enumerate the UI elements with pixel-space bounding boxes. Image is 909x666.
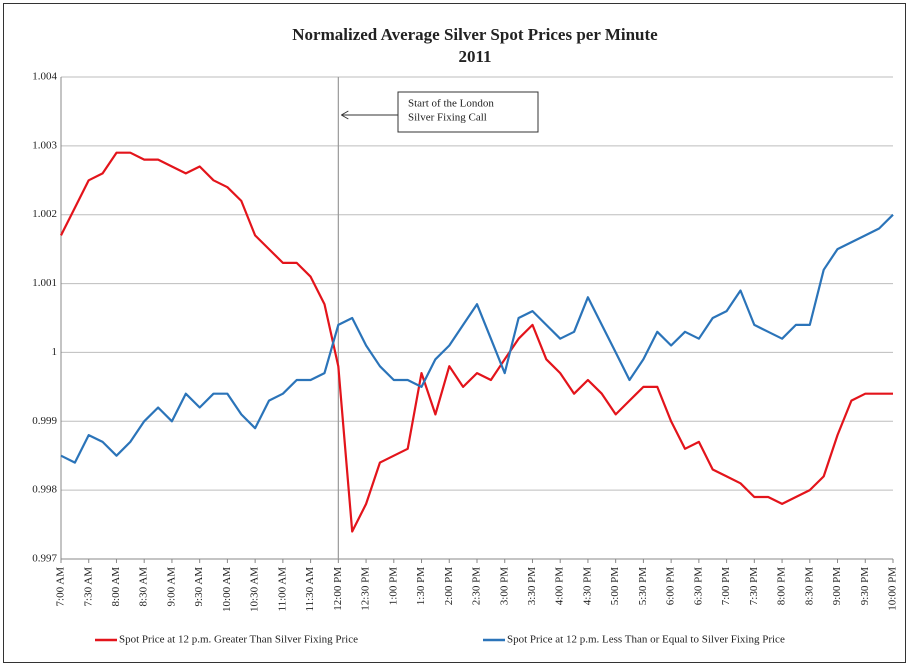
x-tick-label: 5:30 PM xyxy=(637,567,649,605)
x-tick-label: 12:30 PM xyxy=(360,567,372,611)
annotation-text: Start of the London xyxy=(408,98,494,110)
x-tick-label: 11:00 AM xyxy=(276,567,288,612)
x-tick-label: 11:30 AM xyxy=(304,567,316,612)
chart-title: Normalized Average Silver Spot Prices pe… xyxy=(292,25,658,44)
annotation-box xyxy=(397,91,539,133)
x-tick-label: 9:30 AM xyxy=(193,567,205,607)
x-tick-label: 12:00 PM xyxy=(332,567,344,611)
x-tick-label: 1:00 PM xyxy=(387,567,399,605)
y-tick-label: 0.998 xyxy=(32,484,57,496)
x-tick-label: 2:30 PM xyxy=(471,567,483,605)
legend-label: Spot Price at 12 p.m. Less Than or Equal… xyxy=(507,634,785,646)
x-tick-label: 8:00 AM xyxy=(110,567,122,607)
x-tick-label: 5:00 PM xyxy=(609,567,621,605)
x-tick-label: 10:00 AM xyxy=(221,567,233,612)
chart-subtitle: 2011 xyxy=(458,47,491,66)
legend-label: Spot Price at 12 p.m. Greater Than Silve… xyxy=(119,634,358,646)
y-tick-label: 1.002 xyxy=(32,208,57,220)
x-tick-label: 2:00 PM xyxy=(443,567,455,605)
annotation-arrowhead xyxy=(341,110,349,120)
x-tick-label: 7:30 AM xyxy=(82,567,94,607)
x-tick-label: 7:30 PM xyxy=(748,567,760,605)
x-tick-label: 7:00 AM xyxy=(55,567,67,607)
y-tick-label: 0.997 xyxy=(32,553,57,565)
x-tick-label: 4:30 PM xyxy=(581,567,593,605)
series-line xyxy=(60,151,893,533)
y-tick-label: 1.004 xyxy=(32,71,57,83)
x-tick-label: 10:30 AM xyxy=(249,567,261,612)
x-tick-label: 8:30 PM xyxy=(803,567,815,605)
series-line xyxy=(60,213,894,464)
x-tick-label: 3:30 PM xyxy=(526,567,538,605)
x-tick-label: 3:00 PM xyxy=(498,567,510,605)
x-tick-label: 1:30 PM xyxy=(415,567,427,605)
x-tick-label: 4:00 PM xyxy=(554,567,566,605)
x-tick-label: 6:30 PM xyxy=(692,567,704,605)
x-tick-label: 9:30 PM xyxy=(859,567,871,605)
x-tick-label: 6:00 PM xyxy=(665,567,677,605)
y-tick-label: 1.003 xyxy=(32,139,57,151)
x-tick-label: 7:00 PM xyxy=(720,567,732,605)
y-tick-label: 1.001 xyxy=(32,277,57,289)
x-tick-label: 8:30 AM xyxy=(138,567,150,607)
x-tick-label: 8:00 PM xyxy=(776,567,788,605)
x-tick-label: 10:00 PM xyxy=(887,567,899,611)
x-tick-label: 9:00 PM xyxy=(831,567,843,605)
x-tick-label: 9:00 AM xyxy=(165,567,177,607)
y-tick-label: 0.999 xyxy=(32,415,57,427)
annotation-text: Silver Fixing Call xyxy=(408,112,487,124)
y-tick-label: 1 xyxy=(52,346,58,358)
